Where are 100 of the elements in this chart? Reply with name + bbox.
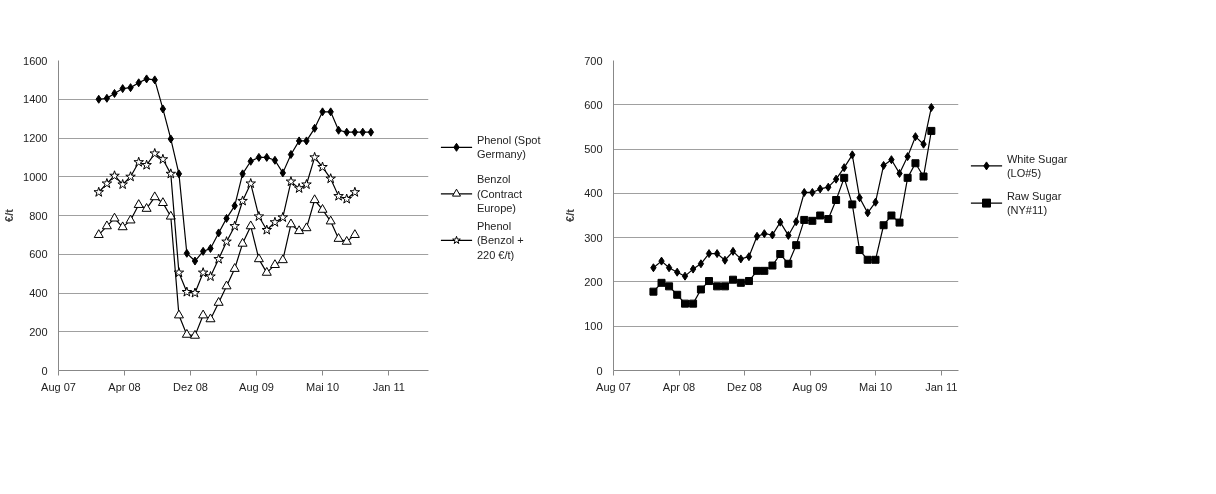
point (856, 193, 863, 203)
point (303, 136, 310, 146)
point (101, 220, 112, 230)
point (261, 224, 273, 235)
point (269, 259, 280, 268)
point (753, 231, 761, 241)
x-tick-label: Apr 08 (662, 380, 696, 393)
point (183, 248, 190, 258)
y-tick-label: 800 (29, 209, 48, 222)
x-tick-label: Jan 11 (925, 380, 958, 393)
point (681, 299, 690, 308)
point (213, 253, 224, 264)
point (349, 229, 360, 238)
point (904, 152, 911, 162)
y-tick-label: 700 (584, 54, 603, 67)
point (817, 184, 824, 194)
point (229, 263, 240, 272)
point (311, 123, 318, 133)
point (189, 329, 200, 339)
point (649, 287, 658, 296)
point (95, 94, 102, 104)
point (207, 243, 214, 253)
point (785, 230, 792, 240)
point (231, 201, 238, 211)
y-tick-label: 400 (29, 287, 48, 299)
point (253, 253, 264, 263)
point (729, 246, 737, 256)
point (325, 215, 336, 225)
x-tick-label: Dez 08 (727, 380, 762, 393)
legend-label: Phenol (Spot Germany) (476, 134, 541, 161)
point (221, 236, 232, 247)
point (801, 187, 808, 197)
point (215, 228, 222, 238)
point (681, 271, 689, 281)
point (697, 259, 705, 269)
x-tick-label: Mai 10 (306, 380, 340, 393)
point (319, 107, 326, 117)
point (737, 254, 745, 264)
point (341, 235, 352, 245)
y-tick-label: 0 (41, 364, 48, 377)
point (809, 187, 816, 197)
point (768, 261, 777, 270)
point (911, 159, 920, 168)
point (879, 221, 888, 230)
point (705, 277, 714, 286)
point (103, 93, 111, 103)
point (198, 309, 209, 319)
point (125, 214, 136, 224)
point (277, 254, 288, 264)
x-tick-label: Aug 07 (596, 380, 631, 393)
point (237, 195, 248, 206)
point (840, 173, 849, 182)
point (245, 178, 256, 189)
point (301, 179, 312, 190)
x-tick-label: Aug 07 (41, 380, 76, 393)
point (848, 200, 857, 209)
point (293, 182, 305, 193)
point (327, 107, 334, 117)
y-tick-label: 600 (584, 98, 603, 111)
point (173, 309, 184, 319)
point (119, 84, 126, 94)
point (729, 275, 738, 284)
point (696, 285, 705, 294)
point (832, 196, 841, 204)
point (197, 267, 209, 278)
point (895, 218, 904, 227)
x-tick-label: Dez 08 (173, 380, 208, 393)
point (205, 313, 216, 323)
point (887, 211, 896, 220)
point (309, 194, 320, 204)
x-tick-label: Jan 11 (372, 380, 405, 393)
point (824, 215, 833, 224)
x-tick-label: Mai 10 (859, 380, 893, 393)
point (157, 197, 168, 206)
point (335, 125, 342, 135)
point (928, 102, 935, 112)
point (721, 255, 729, 265)
point (213, 296, 224, 306)
point (855, 246, 864, 255)
point (295, 136, 303, 146)
point (903, 173, 912, 182)
point (143, 74, 150, 84)
y-tick-label: 500 (584, 143, 603, 156)
point (769, 230, 776, 240)
point (239, 169, 246, 179)
legend-label: Raw Sugar (NY#11) (1006, 189, 1062, 217)
y-tick-label: 200 (584, 275, 603, 288)
point (658, 256, 665, 266)
point (135, 78, 142, 88)
point (133, 156, 144, 167)
point (689, 264, 697, 274)
point (849, 150, 856, 160)
point (665, 263, 673, 273)
point (776, 250, 785, 259)
point (165, 210, 176, 220)
point (359, 127, 366, 137)
point (133, 199, 144, 208)
point (205, 271, 216, 282)
point (832, 174, 840, 184)
y-tick-label: 1000 (23, 170, 48, 183)
